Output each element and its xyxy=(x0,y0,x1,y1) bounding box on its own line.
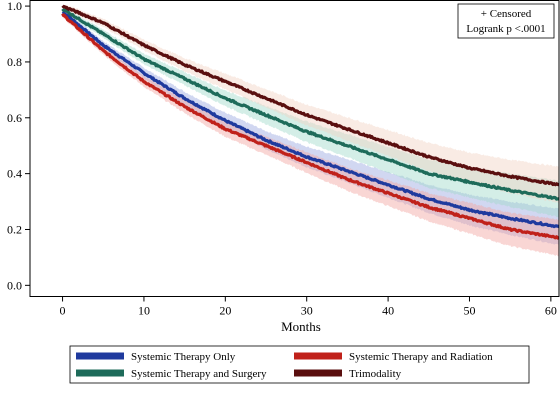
legend-label-systemic-surgery: Systemic Therapy and Surgery xyxy=(131,368,267,380)
series-line-systemic-therapy-and-radiation xyxy=(61,12,560,240)
plot-frame xyxy=(29,0,560,297)
legend: Systemic Therapy Only Systemic Therapy a… xyxy=(69,345,530,384)
y-tick-label: 0.2 xyxy=(7,222,22,236)
x-tick-label: 30 xyxy=(301,304,313,318)
confidence-band-systemic-therapy-only xyxy=(62,8,559,245)
x-tick-label: 0 xyxy=(60,304,66,318)
legend-swatch-systemic-surgery xyxy=(76,369,124,377)
logrank-annotation: + Censored Logrank p <.0001 xyxy=(457,3,555,39)
legend-label-systemic-only: Systemic Therapy Only xyxy=(131,351,236,363)
logrank-note: Logrank p <.0001 xyxy=(466,23,545,35)
x-axis-title: Months xyxy=(281,319,321,334)
legend-swatch-systemic-only xyxy=(76,352,124,360)
legend-label-systemic-radiation: Systemic Therapy and Radiation xyxy=(349,351,493,363)
y-tick-label: 0.8 xyxy=(7,55,22,69)
annotation-box xyxy=(457,3,555,39)
censored-note: + Censored xyxy=(481,8,532,20)
confidence-band-systemic-therapy-and-radiation xyxy=(62,10,559,257)
series-line-trimodality xyxy=(61,4,560,187)
x-axis: 0 10 20 30 40 50 60 xyxy=(60,296,557,318)
y-tick-label: 0.6 xyxy=(7,111,22,125)
x-tick-label: 50 xyxy=(463,304,475,318)
y-tick-label: 1.0 xyxy=(7,0,22,13)
legend-swatch-trimodality xyxy=(294,369,342,377)
y-axis: 0.0 0.2 0.4 0.6 0.8 1.0 xyxy=(7,0,30,292)
y-tick-label: 0.4 xyxy=(7,167,22,181)
x-tick-label: 40 xyxy=(382,304,394,318)
y-tick-label: 0.0 xyxy=(7,278,22,292)
series-line-systemic-therapy-and-surgery xyxy=(61,7,560,201)
confidence-band-systemic-therapy-and-surgery xyxy=(62,6,559,218)
series-line-systemic-therapy-only xyxy=(61,10,560,229)
confidence-band-trimodality xyxy=(62,6,559,203)
legend-label-trimodality: Trimodality xyxy=(349,368,402,380)
x-tick-label: 60 xyxy=(545,304,557,318)
x-tick-label: 20 xyxy=(219,304,231,318)
x-tick-label: 10 xyxy=(138,304,150,318)
survival-curves xyxy=(61,4,560,240)
confidence-bands xyxy=(62,6,559,257)
legend-swatch-systemic-radiation xyxy=(294,352,342,360)
legend-box xyxy=(69,345,530,384)
